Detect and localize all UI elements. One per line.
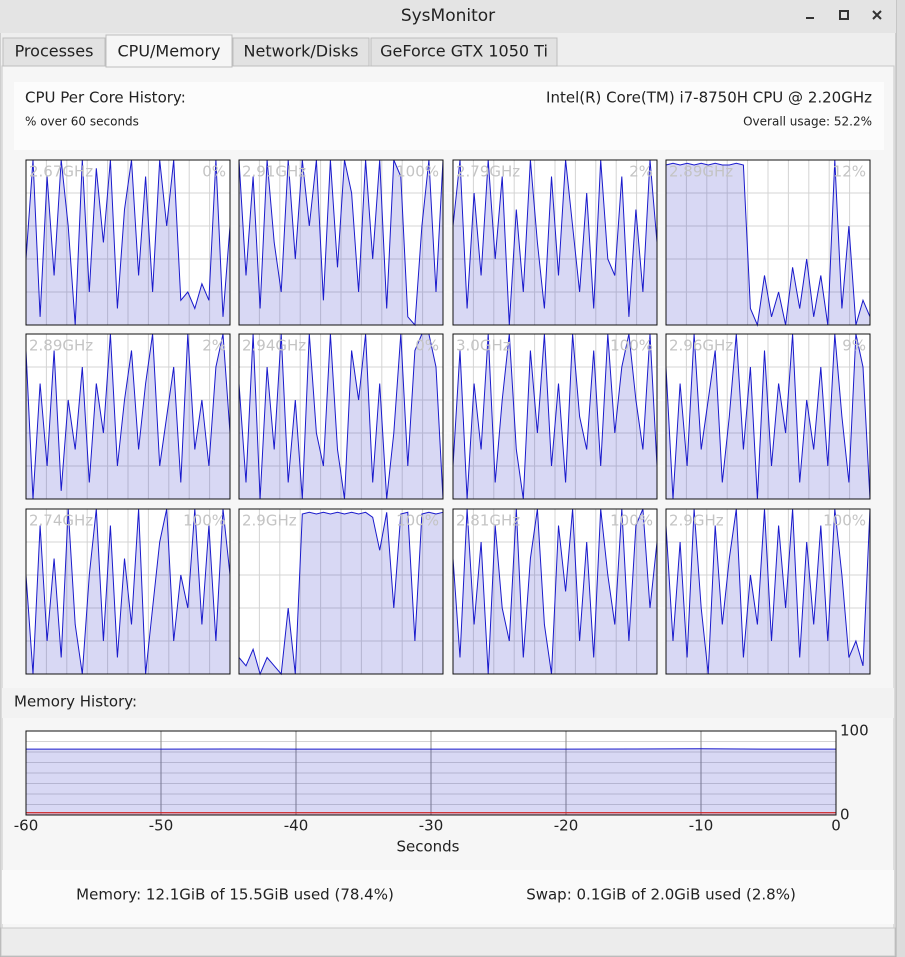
memory-footer (2, 870, 894, 924)
core-line (452, 333, 658, 500)
tab[interactable] (2, 37, 106, 67)
core-area (666, 160, 870, 325)
core-border (665, 508, 871, 675)
core-border (452, 333, 658, 500)
core-frequency: 2.79GHz (456, 163, 520, 181)
core-usage: 0% (415, 337, 439, 355)
core-line (238, 333, 444, 500)
tab[interactable] (105, 34, 233, 68)
x-tick-label: -60 (14, 817, 39, 835)
core-line (25, 333, 231, 500)
core-usage: 100% (823, 512, 866, 530)
core-border (25, 333, 231, 500)
core-usage: 100% (396, 512, 439, 530)
maximize-button[interactable] (839, 10, 849, 20)
core-usage: 12% (833, 163, 866, 181)
window-title: SysMonitor (401, 6, 495, 26)
core-frequency: 2.81GHz (456, 512, 520, 530)
cpu-subheading: % over 60 seconds (25, 115, 139, 129)
series-area (26, 812, 836, 815)
core-usage: 100% (610, 512, 653, 530)
core-area (239, 334, 443, 499)
core-area (666, 509, 870, 674)
title-bar (0, 0, 896, 33)
core-frequency: 2.96GHz (669, 337, 733, 355)
tab-label[interactable]: GeForce GTX 1050 Ti (380, 42, 548, 61)
core-line (238, 511, 444, 676)
core-border (238, 508, 444, 675)
x-tick-label: -10 (689, 817, 714, 835)
core-usage: 2% (629, 163, 653, 181)
core-line (452, 159, 658, 326)
core-usage: 0% (202, 163, 226, 181)
y-tick-label: 0 (840, 806, 850, 824)
core-line (452, 508, 658, 675)
core-line (665, 159, 871, 327)
swap-usage: Swap: 0.1GiB of 2.0GiB used (2.8%) (526, 886, 796, 904)
cpu-overall: Overall usage: 52.2% (743, 115, 872, 129)
core-frequency: 2.91GHz (242, 163, 306, 181)
core-frequency: 2.67GHz (29, 163, 93, 181)
core-usage: 100% (610, 337, 653, 355)
core-usage: 9% (842, 337, 866, 355)
core-frequency: 2.89GHz (669, 163, 733, 181)
core-border (238, 159, 444, 326)
tab-label[interactable]: Network/Disks (244, 42, 359, 61)
core-usage: 100% (183, 512, 226, 530)
series-area (26, 748, 836, 815)
core-line (25, 508, 231, 675)
core-border (665, 159, 871, 326)
core-area (239, 512, 443, 674)
cpu-model: Intel(R) Core(TM) i7-8750H CPU @ 2.20GHz (546, 89, 872, 107)
core-usage: 2% (202, 337, 226, 355)
core-line (238, 159, 444, 327)
core-area (453, 509, 657, 674)
tab-label[interactable]: Processes (15, 42, 94, 61)
core-border (238, 333, 444, 500)
x-tick-label: 0 (831, 817, 841, 835)
core-frequency: 2.9GHz (242, 512, 297, 530)
core-frequency: 2.94GHz (242, 337, 306, 355)
core-line (665, 333, 871, 500)
status-bar (0, 927, 896, 957)
x-axis-label: Seconds (396, 838, 459, 856)
x-tick-label: -20 (554, 817, 579, 835)
cpu-header (14, 82, 884, 150)
core-border (452, 159, 658, 326)
memory-usage: Memory: 12.1GiB of 15.5GiB used (78.4%) (76, 886, 394, 904)
tab[interactable] (232, 37, 370, 67)
x-tick-label: -40 (284, 817, 309, 835)
core-frequency: 3.0GHz (456, 337, 511, 355)
tab-label[interactable]: CPU/Memory (118, 42, 221, 61)
core-border (665, 333, 871, 500)
minimize-button[interactable] (806, 17, 814, 19)
cpu-heading: CPU Per Core History: (25, 89, 186, 107)
core-border (452, 508, 658, 675)
core-line (25, 159, 231, 326)
memory-header (2, 688, 894, 718)
core-border (25, 159, 231, 326)
y-tick-label: 100 (840, 722, 869, 740)
core-frequency: 2.89GHz (29, 337, 93, 355)
core-border (25, 508, 231, 675)
memory-border (25, 730, 837, 816)
core-area (453, 160, 657, 325)
core-frequency: 2.74GHz (29, 512, 93, 530)
core-frequency: 2.9GHz (669, 512, 724, 530)
core-line (665, 508, 871, 675)
tab[interactable] (370, 37, 558, 67)
x-tick-label: -50 (149, 817, 174, 835)
core-usage: 100% (396, 163, 439, 181)
close-button[interactable] (872, 10, 882, 20)
x-tick-label: -30 (419, 817, 444, 835)
memory-heading: Memory History: (14, 693, 137, 711)
